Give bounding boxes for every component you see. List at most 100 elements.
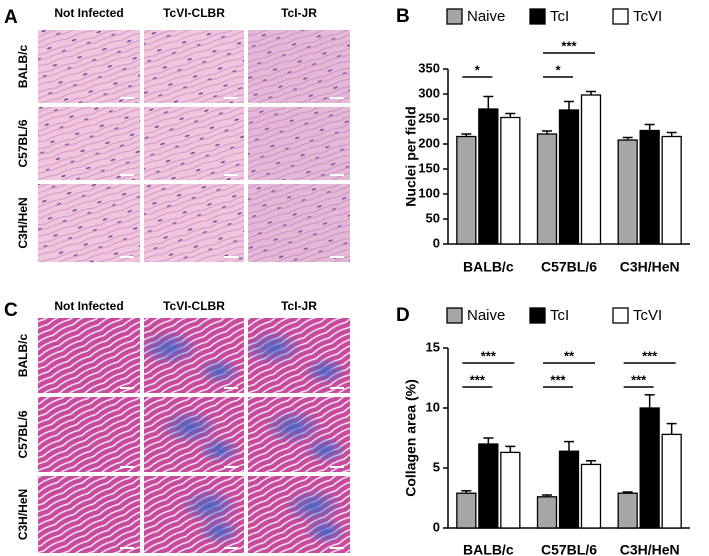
legend-swatch: [446, 8, 463, 25]
panel-letter: B: [396, 6, 410, 27]
scale-bar: [330, 256, 344, 258]
micrograph: [248, 107, 350, 180]
micrograph: [38, 318, 140, 393]
row-label: C3H/HeN: [16, 489, 30, 540]
bar: [661, 135, 682, 245]
row-label: C57BL/6: [16, 410, 30, 458]
micrograph: [248, 30, 350, 103]
y-axis-title: Collagen area (%): [403, 379, 419, 496]
micrograph: [144, 107, 244, 180]
scale-bar: [330, 547, 344, 549]
scale-bar: [224, 174, 238, 176]
bar: [456, 135, 477, 245]
scale-bar: [120, 547, 134, 549]
bar: [617, 492, 638, 529]
collagen-stain: [197, 357, 241, 385]
micrograph: [38, 107, 140, 180]
column-header: TcI-JR: [281, 299, 317, 313]
significance-label: ***: [481, 348, 497, 363]
collagen-stain: [303, 357, 347, 385]
y-tick-label: 250: [418, 110, 440, 125]
bar: [661, 433, 682, 529]
y-tick-label: 300: [418, 85, 440, 100]
bar: [617, 139, 638, 245]
x-tick-label: BALB/c: [463, 542, 514, 556]
y-tick-label: 100: [418, 185, 440, 200]
micrograph: [144, 184, 244, 262]
bar: [536, 133, 558, 245]
collagen-stain: [139, 330, 199, 366]
y-tick-label: 10: [426, 399, 440, 414]
significance-label: *: [475, 62, 481, 77]
micrograph: [38, 30, 140, 103]
y-tick-label: 5: [433, 459, 440, 474]
x-tick-label: C57BL/6: [541, 259, 597, 275]
y-tick-label: 150: [418, 160, 440, 175]
collagen-stain: [303, 517, 347, 545]
bar: [580, 463, 602, 529]
scale-bar: [224, 256, 238, 258]
micrograph: [38, 184, 140, 262]
y-tick-label: 15: [426, 339, 440, 354]
significance-label: ***: [561, 38, 577, 53]
column-header: TcI-JR: [281, 6, 317, 20]
scale-bar: [330, 466, 344, 468]
bar: [639, 129, 660, 245]
scale-bar: [224, 466, 238, 468]
significance-label: **: [564, 348, 575, 363]
legend-swatch: [612, 8, 629, 25]
legend-label: Naive: [467, 8, 505, 25]
scale-bar: [120, 174, 134, 176]
legend-label: TcVI: [633, 8, 662, 25]
scale-bar: [330, 97, 344, 99]
y-tick-label: 50: [426, 210, 440, 225]
infiltrate: [248, 107, 350, 180]
significance-label: *: [555, 62, 561, 77]
scale-bar: [120, 387, 134, 389]
significance-label: ***: [550, 372, 566, 387]
collagen-stain: [283, 488, 343, 524]
scale-bar: [120, 466, 134, 468]
micrograph: [38, 397, 140, 472]
bar: [478, 108, 499, 245]
panel-letter: A: [4, 7, 18, 28]
bar: [456, 492, 477, 529]
x-tick-label: C57BL/6: [541, 542, 597, 556]
bar: [558, 109, 580, 245]
micrograph: [248, 184, 350, 262]
column-header: Not Infected: [54, 6, 123, 20]
collagen-stain: [159, 409, 219, 445]
legend-swatch: [529, 8, 546, 25]
collagen-stain: [303, 436, 347, 464]
x-tick-label: C3H/HeN: [620, 542, 680, 556]
collagen-stain: [243, 330, 303, 366]
panel-letter: C: [4, 300, 18, 321]
row-label: BALB/c: [16, 45, 30, 89]
scale-bar: [120, 256, 134, 258]
legend-label: TcVI: [633, 307, 662, 324]
y-axis-title: Nuclei per field: [403, 106, 419, 206]
significance-label: ***: [470, 372, 486, 387]
legend-label: TcI: [550, 8, 569, 25]
infiltrate: [248, 30, 350, 103]
column-header: TcVI-CLBR: [163, 299, 225, 313]
bar: [478, 443, 499, 529]
micrograph: [38, 476, 140, 553]
significance-label: ***: [631, 372, 647, 387]
row-label: BALB/c: [16, 334, 30, 378]
legend-swatch: [529, 307, 546, 324]
collagen-stain: [263, 409, 323, 445]
scale-bar: [120, 97, 134, 99]
infiltrate: [248, 184, 350, 262]
x-tick-label: BALB/c: [463, 259, 514, 275]
bar: [500, 451, 521, 529]
y-tick-label: 200: [418, 135, 440, 150]
scale-bar: [224, 97, 238, 99]
y-tick-label: 0: [433, 519, 440, 534]
collagen-stain: [197, 436, 241, 464]
row-label: C57BL/6: [16, 119, 30, 167]
legend-label: Naive: [467, 307, 505, 324]
scale-bar: [330, 174, 344, 176]
bar: [500, 116, 521, 245]
